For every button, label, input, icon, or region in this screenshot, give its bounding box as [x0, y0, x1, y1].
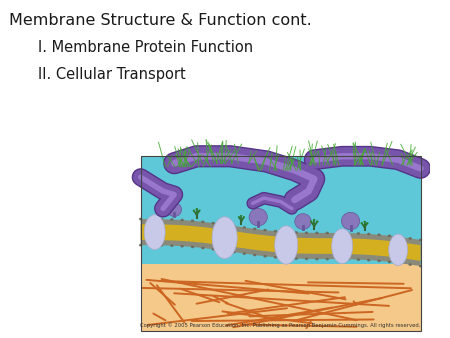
Circle shape	[212, 248, 215, 250]
Circle shape	[149, 218, 153, 220]
Circle shape	[240, 215, 243, 217]
Circle shape	[409, 263, 412, 266]
Circle shape	[191, 219, 194, 222]
Ellipse shape	[144, 215, 165, 250]
Circle shape	[196, 208, 198, 210]
Circle shape	[336, 232, 339, 234]
Circle shape	[367, 233, 370, 235]
Circle shape	[170, 244, 173, 247]
Circle shape	[196, 212, 198, 214]
Text: II. Cellular Transport: II. Cellular Transport	[38, 67, 185, 82]
Circle shape	[419, 265, 422, 267]
Ellipse shape	[212, 217, 237, 259]
Ellipse shape	[249, 209, 267, 226]
Circle shape	[346, 232, 350, 235]
Circle shape	[198, 210, 201, 212]
Ellipse shape	[332, 229, 353, 264]
Circle shape	[139, 218, 142, 220]
Circle shape	[284, 231, 288, 233]
Polygon shape	[141, 219, 421, 266]
Circle shape	[263, 229, 267, 232]
Circle shape	[180, 245, 184, 247]
Circle shape	[274, 230, 277, 233]
Text: Copyright © 2005 Pearson Education, Inc. Publishing as Pearson Benjamin Cummings: Copyright © 2005 Pearson Education, Inc.…	[140, 322, 421, 328]
Bar	[141, 156, 421, 331]
Circle shape	[253, 254, 256, 256]
Circle shape	[366, 222, 369, 224]
Circle shape	[232, 225, 236, 227]
Circle shape	[222, 223, 225, 226]
Circle shape	[253, 227, 256, 230]
Text: Membrane Structure & Function cont.: Membrane Structure & Function cont.	[9, 13, 312, 28]
Circle shape	[364, 225, 366, 226]
Circle shape	[316, 221, 319, 222]
Ellipse shape	[389, 234, 408, 266]
Polygon shape	[141, 224, 421, 261]
Ellipse shape	[274, 226, 298, 264]
Circle shape	[360, 222, 363, 224]
Circle shape	[388, 261, 391, 263]
Text: I. Membrane Protein Function: I. Membrane Protein Function	[38, 40, 253, 55]
Circle shape	[180, 219, 184, 221]
Circle shape	[378, 260, 381, 262]
Circle shape	[160, 218, 163, 220]
Circle shape	[315, 232, 319, 234]
Circle shape	[409, 237, 412, 240]
Circle shape	[243, 216, 245, 218]
Circle shape	[193, 210, 195, 212]
Polygon shape	[141, 156, 421, 270]
Ellipse shape	[342, 212, 360, 230]
Circle shape	[346, 258, 350, 261]
Ellipse shape	[295, 214, 311, 230]
Circle shape	[313, 223, 315, 225]
Circle shape	[305, 232, 308, 234]
Ellipse shape	[167, 202, 181, 217]
Circle shape	[191, 246, 194, 248]
Circle shape	[232, 251, 236, 254]
Circle shape	[222, 249, 225, 252]
Circle shape	[201, 247, 205, 249]
Circle shape	[367, 259, 370, 262]
Circle shape	[284, 257, 288, 259]
Circle shape	[201, 220, 205, 223]
Circle shape	[139, 244, 142, 246]
Circle shape	[419, 239, 422, 241]
Circle shape	[313, 219, 315, 221]
Circle shape	[243, 226, 246, 229]
Circle shape	[238, 216, 240, 218]
Circle shape	[310, 221, 312, 222]
Circle shape	[294, 231, 298, 234]
Circle shape	[240, 218, 243, 220]
Circle shape	[274, 256, 277, 259]
Circle shape	[364, 221, 366, 222]
Circle shape	[243, 252, 246, 255]
Circle shape	[305, 258, 308, 260]
Circle shape	[398, 262, 401, 265]
Circle shape	[336, 258, 339, 261]
Circle shape	[263, 255, 267, 258]
Circle shape	[149, 244, 153, 246]
Circle shape	[325, 258, 329, 260]
Polygon shape	[141, 264, 421, 331]
Circle shape	[388, 235, 391, 237]
Circle shape	[160, 244, 163, 247]
Circle shape	[212, 222, 215, 224]
Circle shape	[357, 232, 360, 235]
Circle shape	[294, 257, 298, 260]
Circle shape	[378, 234, 381, 236]
Circle shape	[315, 258, 319, 260]
Circle shape	[357, 258, 360, 261]
Circle shape	[398, 236, 401, 238]
Circle shape	[170, 218, 173, 221]
Circle shape	[325, 232, 329, 234]
